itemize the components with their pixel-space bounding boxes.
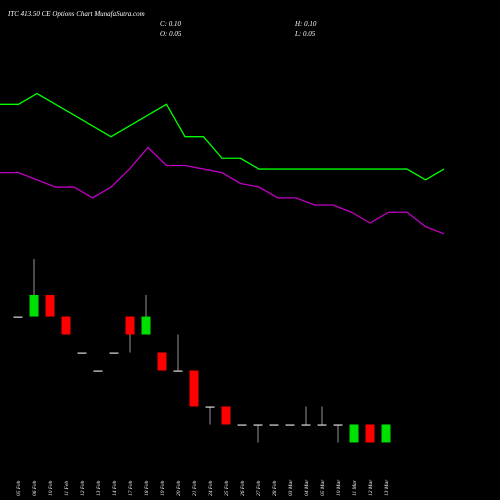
candle-body — [61, 316, 71, 335]
candle-body — [93, 370, 103, 372]
x-tick-label: 05 Mar — [320, 479, 326, 496]
indicator-line — [0, 92, 445, 181]
x-tick-label: 20 Feb — [176, 480, 182, 496]
x-tick-label: 05 Feb — [16, 480, 22, 496]
x-tick-label: 21 Feb — [192, 480, 198, 496]
x-tick-label: 27 Feb — [256, 480, 262, 496]
x-tick-label: 17 Feb — [128, 480, 134, 496]
x-tick-label: 13 Mar — [384, 479, 390, 496]
candle-body — [333, 424, 343, 426]
x-tick-label: 11 Feb — [64, 481, 70, 496]
chart-title: ITC 413.50 CE Options Chart MunafaSutra.… — [7, 10, 145, 18]
x-tick-label: 03 Mar — [288, 479, 294, 496]
x-tick-label: 12 Mar — [368, 479, 374, 496]
candle-body — [301, 424, 311, 426]
info-high: H: 0.10 — [294, 20, 317, 28]
candle-body — [205, 406, 215, 408]
x-tick-label: 06 Feb — [32, 480, 38, 496]
candle-body — [45, 294, 55, 317]
x-tick-label: 10 Mar — [336, 479, 342, 496]
candle-body — [157, 352, 167, 371]
info-low: L: 0.05 — [294, 30, 316, 38]
x-tick-label: 25 Feb — [224, 480, 230, 496]
candle-body — [269, 424, 279, 426]
candle-body — [237, 424, 247, 426]
candle-body — [253, 424, 263, 426]
indicator-line — [0, 146, 445, 235]
candle-body — [221, 406, 231, 425]
candle-body — [189, 370, 199, 407]
candle-body — [349, 424, 359, 443]
candle-body — [77, 352, 87, 354]
info-open: O: 0.05 — [160, 30, 182, 38]
candle-body — [173, 370, 183, 372]
candle-body — [285, 424, 295, 426]
x-tick-label: 18 Feb — [144, 480, 150, 496]
x-tick-label: 19 Feb — [160, 480, 166, 496]
candle-body — [125, 316, 135, 335]
candle-body — [365, 424, 375, 443]
x-tick-label: 14 Feb — [111, 480, 118, 496]
x-tick-label: 10 Feb — [48, 480, 54, 496]
candle-body — [109, 352, 119, 354]
candle-body — [29, 294, 39, 317]
info-close: C: 0.10 — [160, 20, 182, 28]
x-tick-label: 12 Feb — [80, 480, 86, 496]
candle-body — [381, 424, 391, 443]
x-tick-label: 11 Mar — [352, 479, 358, 496]
candle-body — [317, 424, 327, 426]
candle-body — [13, 316, 23, 318]
x-tick-label: 24 Feb — [207, 480, 214, 496]
x-tick-label: 13 Feb — [96, 480, 102, 496]
x-tick-label: 26 Feb — [240, 480, 246, 496]
x-tick-label: 04 Mar — [303, 479, 310, 496]
x-tick-label: 28 Feb — [272, 480, 278, 496]
candle-body — [141, 316, 151, 335]
